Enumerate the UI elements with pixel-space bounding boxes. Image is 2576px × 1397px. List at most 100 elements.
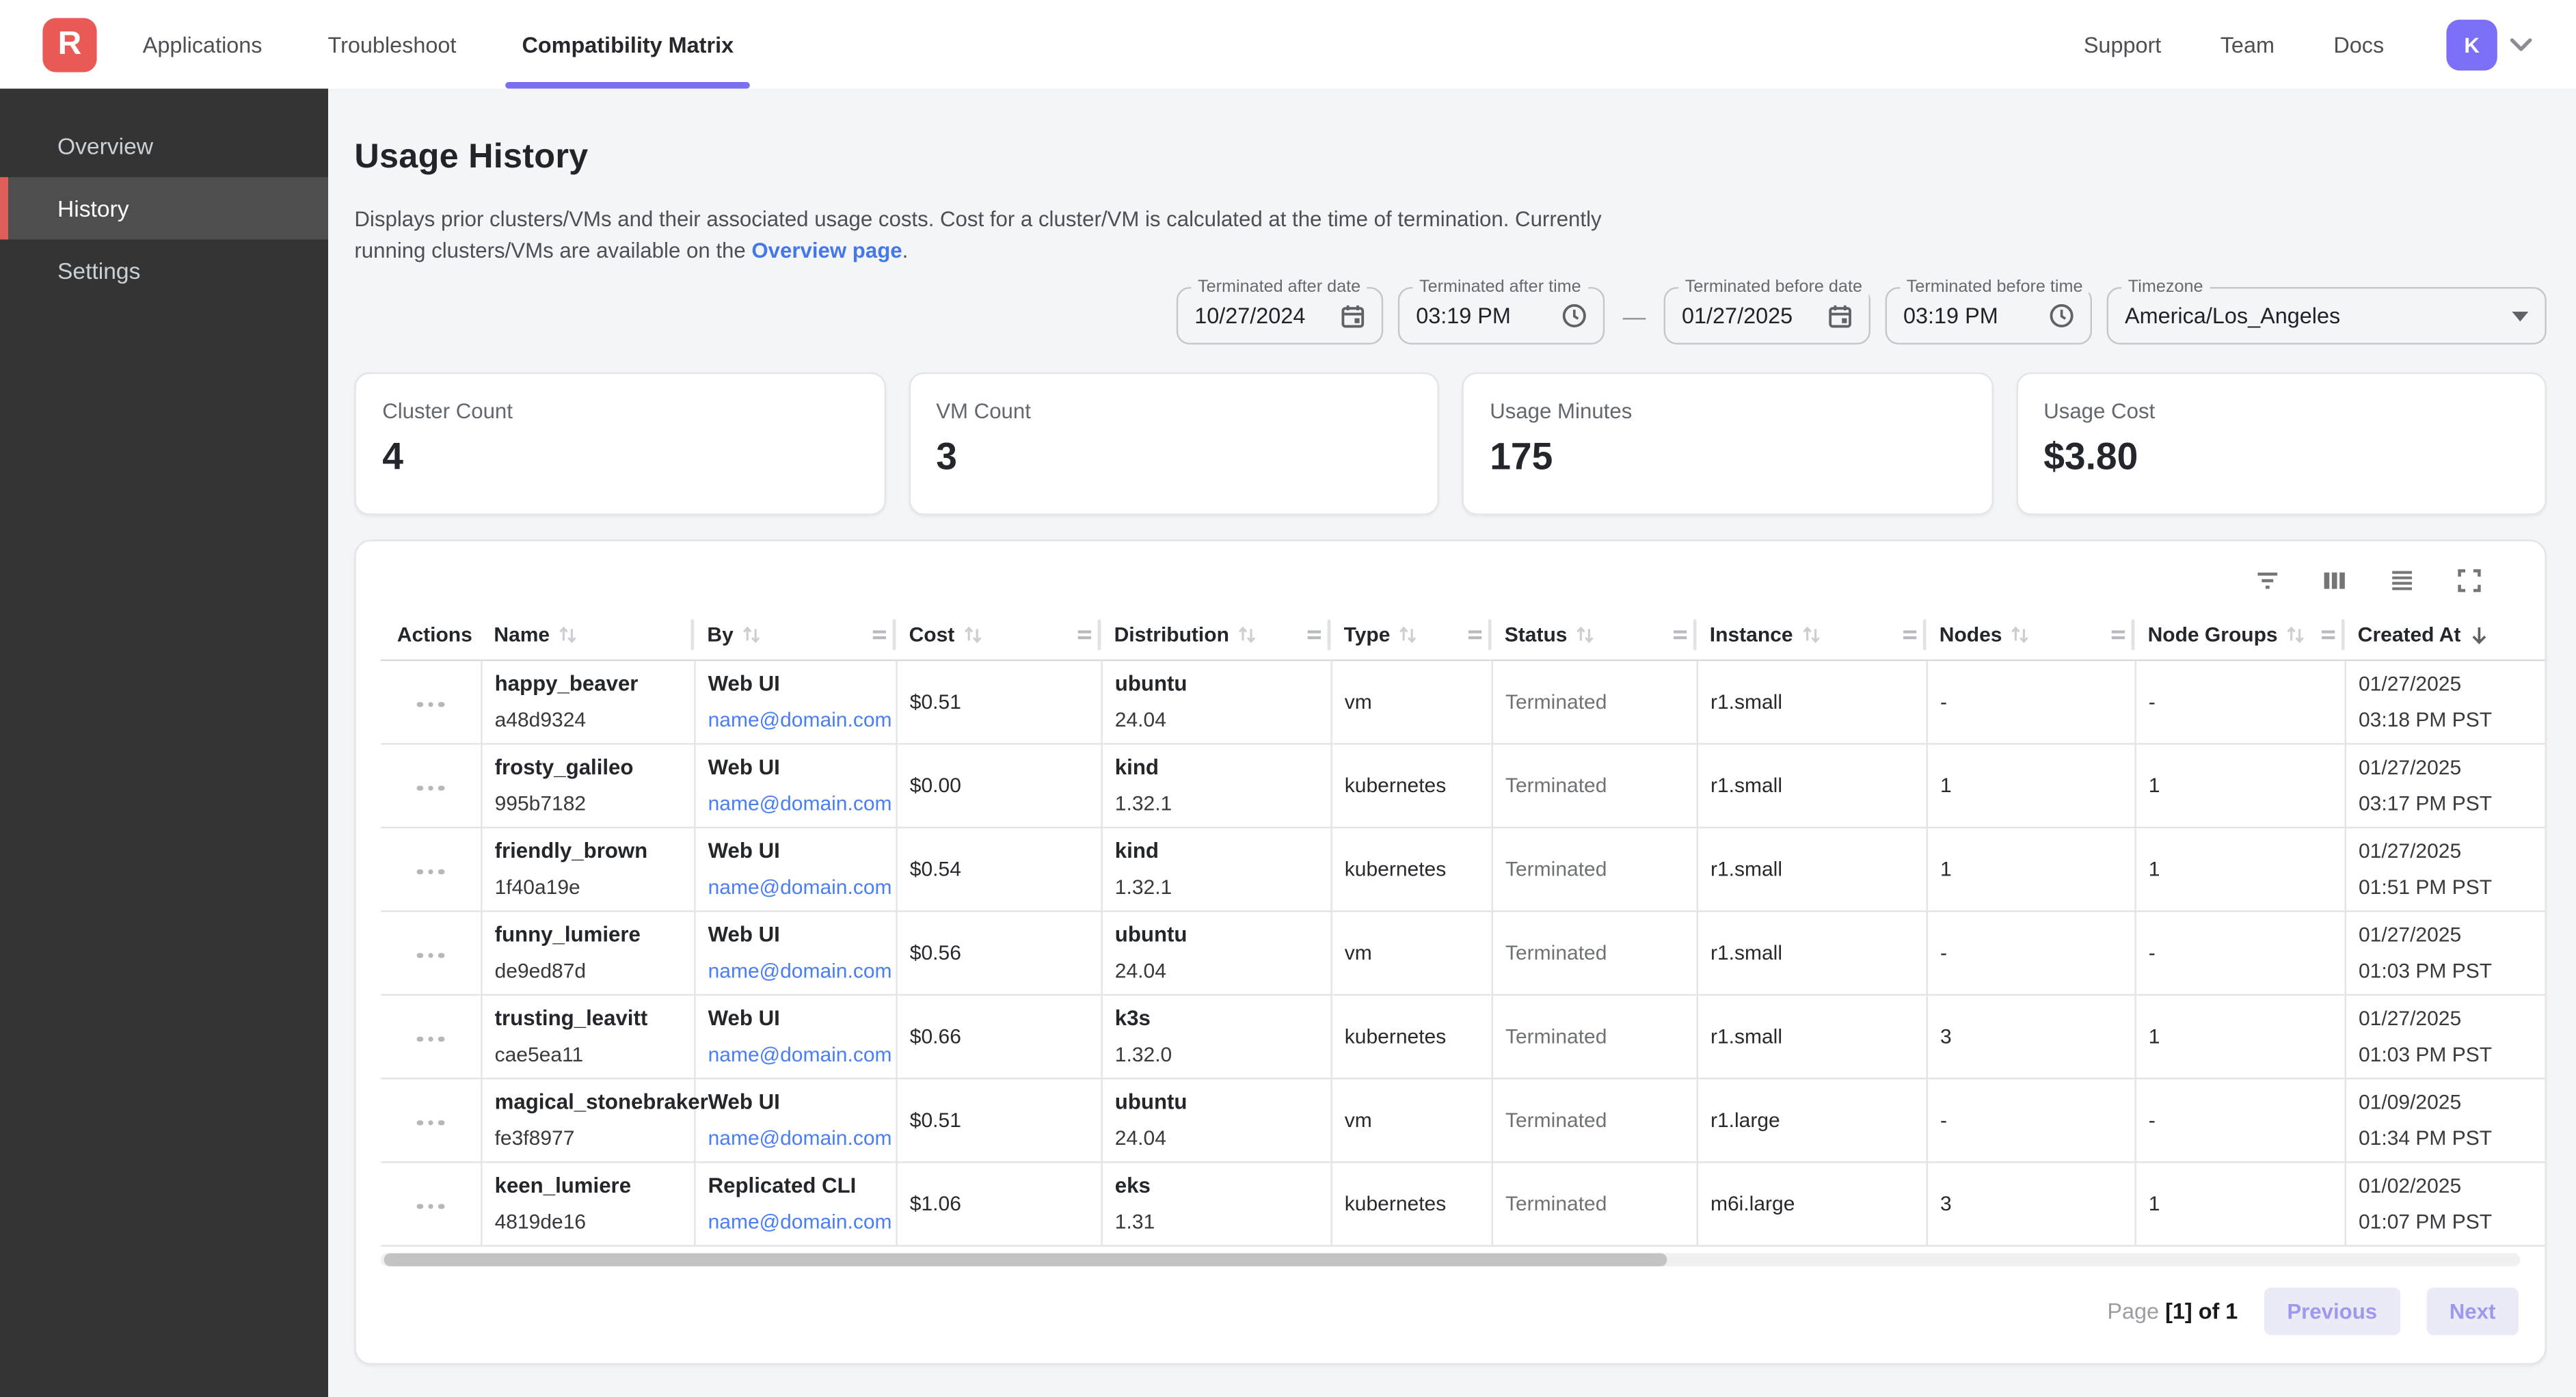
terminated-after-date-input[interactable]: Terminated after date 10/27/2024 xyxy=(1176,277,1384,345)
row-actions-menu-icon[interactable] xyxy=(410,946,451,965)
field-value[interactable]: 03:19 PM xyxy=(1903,303,1998,329)
type-cell: kubernetes xyxy=(1330,1161,1492,1246)
sort-icon[interactable] xyxy=(1236,623,1259,646)
node-groups-cell: - xyxy=(2134,1077,2346,1163)
sort-icon[interactable] xyxy=(1574,623,1597,646)
row-actions-menu-icon[interactable] xyxy=(410,694,451,714)
column-header-status[interactable]: Status xyxy=(1491,610,1697,661)
column-header-name[interactable]: Name xyxy=(481,610,695,661)
field-value[interactable]: 03:19 PM xyxy=(1416,303,1511,329)
created-by-email-link[interactable]: name@domain.com xyxy=(708,792,892,815)
column-label: Cost xyxy=(909,623,955,647)
column-header-distribution[interactable]: Distribution xyxy=(1101,610,1331,661)
overview-page-link[interactable]: Overview page xyxy=(751,238,902,262)
sidebar-item-overview[interactable]: Overview xyxy=(57,133,154,159)
field-value[interactable]: America/Los_Angeles xyxy=(2125,303,2341,329)
distribution-cell: kind 1.32.1 xyxy=(1101,826,1332,912)
created-date: 01/02/2025 xyxy=(2359,1174,2462,1197)
nav-link-team[interactable]: Team xyxy=(2220,31,2275,57)
nav-link-support[interactable]: Support xyxy=(2083,31,2162,57)
filter-icon[interactable] xyxy=(2251,565,2284,597)
terminated-after-time-input[interactable]: Terminated after time 03:19 PM xyxy=(1397,277,1605,345)
terminated-before-time-input[interactable]: Terminated before time 03:19 PM xyxy=(1885,277,2092,345)
row-actions-menu-icon[interactable] xyxy=(410,862,451,881)
column-menu-icon[interactable] xyxy=(2108,623,2128,646)
column-menu-icon[interactable] xyxy=(1075,623,1095,646)
sort-icon[interactable] xyxy=(961,623,984,646)
created-time: 01:34 PM PST xyxy=(2359,1126,2493,1150)
row-actions-menu-icon[interactable] xyxy=(410,1197,451,1216)
nav-tab-compatibility-matrix[interactable]: Compatibility Matrix xyxy=(505,0,751,89)
node-groups-value: - xyxy=(2148,940,2156,964)
cost-value: $0.51 xyxy=(909,1108,961,1131)
field-value[interactable]: 01/27/2025 xyxy=(1682,303,1793,329)
created-by-email-link[interactable]: name@domain.com xyxy=(708,1043,892,1067)
clock-icon[interactable] xyxy=(2050,303,2074,328)
timezone-select[interactable]: Timezone America/Los_Angeles xyxy=(2106,277,2547,345)
by-cell: Web UI name@domain.com xyxy=(694,826,897,912)
terminated-before-date-input[interactable]: Terminated before date 01/27/2025 xyxy=(1663,277,1870,345)
column-menu-icon[interactable] xyxy=(1304,623,1324,646)
column-menu-icon[interactable] xyxy=(2318,623,2338,646)
fullscreen-icon[interactable] xyxy=(2453,565,2486,597)
column-header-by[interactable]: By xyxy=(694,610,896,661)
row-actions-menu-icon[interactable] xyxy=(410,1029,451,1048)
sort-desc-icon[interactable] xyxy=(2467,623,2491,646)
column-menu-icon[interactable] xyxy=(1670,623,1690,646)
column-header-node-groups[interactable]: Node Groups xyxy=(2134,610,2345,661)
row-actions-menu-icon[interactable] xyxy=(410,778,451,798)
column-menu-icon[interactable] xyxy=(1465,623,1485,646)
sidebar-item-settings[interactable]: Settings xyxy=(57,257,141,284)
scrollbar-thumb[interactable] xyxy=(384,1252,1668,1266)
nav-tab-applications[interactable]: Applications xyxy=(142,31,263,57)
clock-icon[interactable] xyxy=(1562,303,1587,328)
table-row: funny_lumiere de9ed87d Web UI name@domai… xyxy=(380,910,2545,995)
sort-icon[interactable] xyxy=(1397,623,1420,646)
horizontal-scrollbar[interactable] xyxy=(380,1252,2521,1266)
nodes-value: - xyxy=(1940,1108,1948,1131)
column-label: Status xyxy=(1504,623,1568,647)
sort-icon[interactable] xyxy=(740,623,763,646)
column-menu-icon[interactable] xyxy=(1900,623,1920,646)
sidebar-item-history[interactable]: History xyxy=(0,177,329,240)
table-footer: Page [1] of 1 Previous Next xyxy=(356,1269,2545,1354)
created-by-email-link[interactable]: name@domain.com xyxy=(708,1126,892,1150)
created-by-email-link[interactable]: name@domain.com xyxy=(708,1210,892,1234)
field-value[interactable]: 10/27/2024 xyxy=(1194,303,1306,329)
sort-icon[interactable] xyxy=(556,623,580,646)
created-by-source: Web UI xyxy=(708,921,780,947)
column-header-created-at[interactable]: Created At xyxy=(2344,610,2545,661)
column-header-instance[interactable]: Instance xyxy=(1696,610,1927,661)
column-header-type[interactable]: Type xyxy=(1330,610,1492,661)
created-by-email-link[interactable]: name@domain.com xyxy=(708,876,892,899)
calendar-icon[interactable] xyxy=(1828,303,1853,328)
sort-icon[interactable] xyxy=(1799,623,1823,646)
sort-icon[interactable] xyxy=(2009,623,2032,646)
row-actions-menu-icon[interactable] xyxy=(410,1113,451,1132)
nav-tab-label: Compatibility Matrix xyxy=(522,31,734,57)
nav-link-docs[interactable]: Docs xyxy=(2333,31,2385,57)
stats-row: Cluster Count 4 VM Count 3 Usage Minutes… xyxy=(354,372,2547,515)
avatar[interactable]: K xyxy=(2446,18,2497,70)
nodes-cell: 3 xyxy=(1926,1161,2136,1246)
view-columns-icon[interactable] xyxy=(2318,565,2351,597)
nav-tab-troubleshoot[interactable]: Troubleshoot xyxy=(327,31,457,57)
dropdown-caret-icon[interactable] xyxy=(2512,310,2529,321)
calendar-icon[interactable] xyxy=(1341,303,1365,328)
previous-page-button[interactable]: Previous xyxy=(2264,1288,2400,1335)
column-header-nodes[interactable]: Nodes xyxy=(1926,610,2135,661)
instance-value: r1.small xyxy=(1710,773,1783,797)
account-menu[interactable]: K xyxy=(2446,18,2533,70)
sort-icon[interactable] xyxy=(2284,623,2307,646)
replicated-logo[interactable]: R xyxy=(42,17,97,72)
column-header-cost[interactable]: Cost xyxy=(896,610,1101,661)
distribution-name: ubuntu xyxy=(1114,921,1188,947)
distribution-name: kind xyxy=(1114,838,1159,863)
density-icon[interactable] xyxy=(2386,565,2419,597)
instance-value: r1.small xyxy=(1710,857,1783,880)
column-menu-icon[interactable] xyxy=(870,623,889,646)
created-by-email-link[interactable]: name@domain.com xyxy=(708,960,892,983)
next-page-button[interactable]: Next xyxy=(2426,1288,2519,1335)
cluster-name: friendly_brown xyxy=(494,838,648,863)
created-by-email-link[interactable]: name@domain.com xyxy=(708,708,892,732)
